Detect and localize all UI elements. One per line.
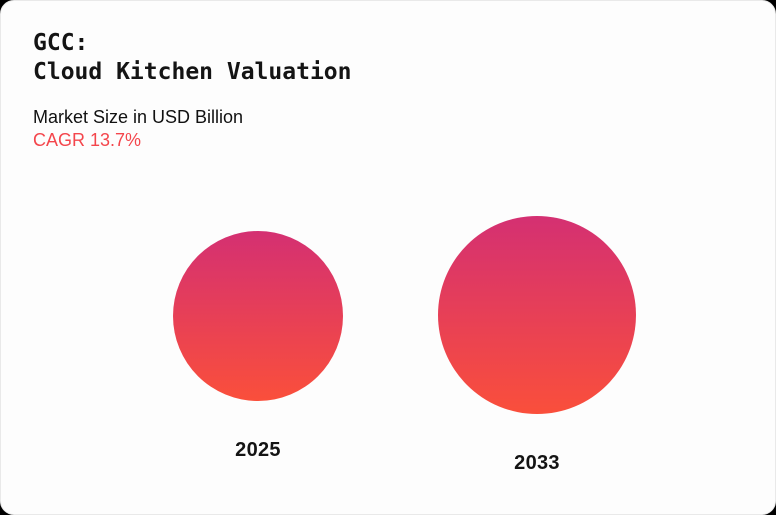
chart-subtitle: Market Size in USD Billion: [33, 107, 244, 127]
chart-title-line2: Cloud Kitchen Valuation: [33, 59, 352, 85]
bubble-label-2033: 2033: [514, 452, 560, 474]
bubble-label-2025: 2025: [235, 439, 281, 461]
cagr-annotation: CAGR 13.7%: [33, 130, 142, 150]
chart-title: GCC: Cloud Kitchen Valuation: [33, 29, 352, 87]
chart-title-line1: GCC:: [33, 30, 89, 56]
bubble-2025: [173, 231, 343, 401]
chart-header: GCC: Cloud Kitchen Valuation Market Size …: [33, 29, 352, 152]
bubble-2033: [438, 216, 636, 414]
